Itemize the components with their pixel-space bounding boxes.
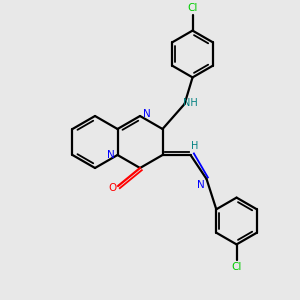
Text: H: H — [191, 141, 198, 151]
Text: N: N — [197, 180, 204, 190]
Text: Cl: Cl — [188, 3, 198, 13]
Text: Cl: Cl — [231, 262, 242, 272]
Text: O: O — [108, 183, 116, 193]
Text: N: N — [143, 109, 151, 119]
Text: NH: NH — [183, 98, 198, 108]
Text: N: N — [106, 150, 114, 160]
